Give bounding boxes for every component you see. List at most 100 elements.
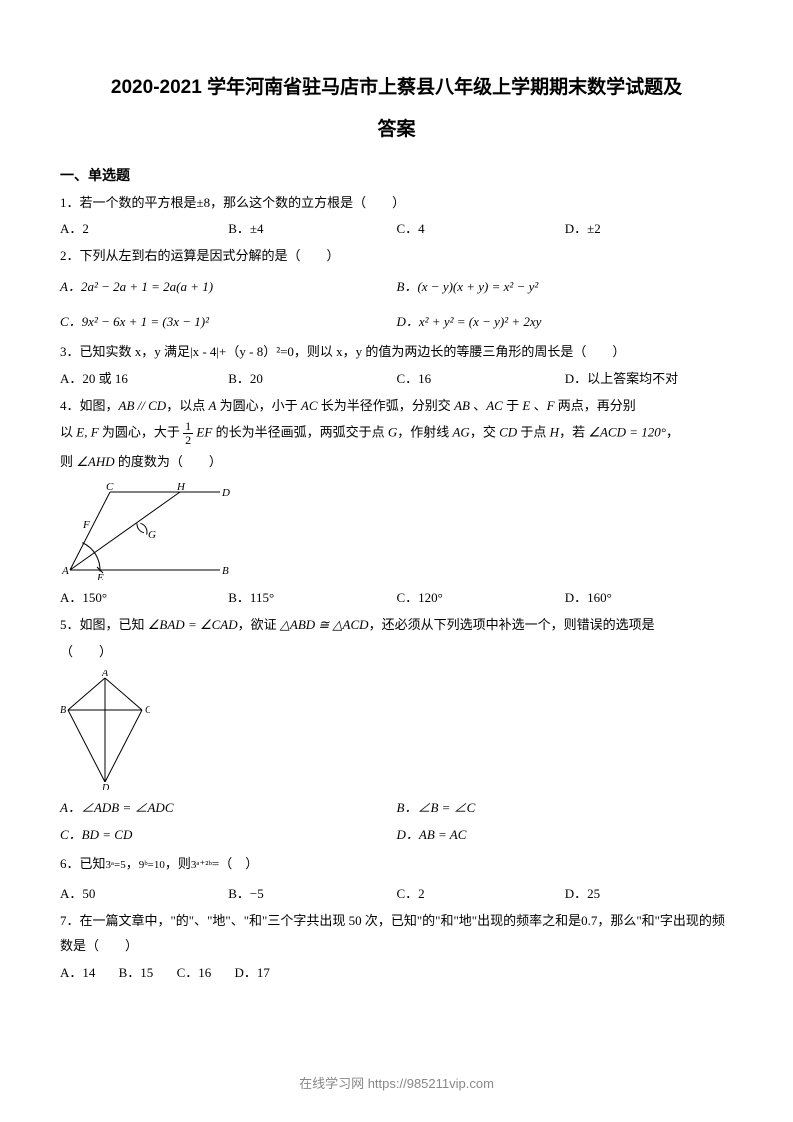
q4-EF: EF — [196, 425, 212, 440]
title-line-2: 答案 — [60, 112, 733, 148]
question-6-options: A．50 B．−5 C．2 D．25 — [60, 882, 733, 907]
q5-abd: △ABD ≅ △ACD — [280, 617, 369, 632]
q4-l1-h: 两点，再分别 — [555, 398, 636, 413]
svg-text:A: A — [101, 670, 109, 679]
q4-half-den: 2 — [183, 434, 193, 447]
q4-l2-c: 的长为半径画弧，两弧交于点 — [212, 425, 388, 440]
q1-opt-b: B．±4 — [228, 217, 396, 242]
q4-l2-e: ，交 — [470, 425, 499, 440]
q3-opt-c: C．16 — [397, 367, 565, 392]
q1-opt-c: C．4 — [397, 217, 565, 242]
q4-l1-g: 、 — [530, 398, 546, 413]
svg-text:C: C — [145, 705, 150, 716]
q4-l2-d: ，作射线 — [397, 425, 452, 440]
q6-b: ， — [126, 856, 139, 871]
svg-text:H: H — [176, 481, 186, 493]
q5-b: ，欲证 — [238, 617, 280, 632]
q5-opt-a-text: A．∠ADB = ∠ADC — [60, 800, 173, 815]
q4-opt-b: B．115° — [228, 586, 396, 611]
q5-opt-b: B．∠B = ∠C — [397, 796, 734, 821]
q6-opt-c: C．2 — [397, 882, 565, 907]
question-4-line2: 以 E, F 为圆心，大于 12 EF 的长为半径画弧，两弧交于点 G，作射线 … — [60, 420, 733, 447]
q4-diagram: ABCDEFGH — [60, 480, 733, 580]
q4-opt-d: D．160° — [565, 586, 733, 611]
q2-opt-a: A．2a² − 2a + 1 = 2a(a + 1) — [60, 275, 397, 300]
svg-text:B: B — [222, 565, 229, 577]
q2-opt-a-text: A．2a² − 2a + 1 = 2a(a + 1) — [60, 279, 213, 294]
q4-opt-a: A．150° — [60, 586, 228, 611]
q4-l2-h: ， — [666, 425, 679, 440]
question-6: 6．已知3ᵃ=5，9ᵇ=10，则3ᵃ⁺²ᵇ=（ ） — [60, 852, 733, 877]
q7-opt-c: C．16 — [177, 961, 212, 986]
q2-opt-d: D．x² + y² = (x − y)² + 2xy — [397, 310, 734, 335]
q3-opt-a: A．20 或 16 — [60, 367, 228, 392]
q6-e2: 9ᵇ=10 — [139, 859, 165, 871]
q4-H: H — [550, 425, 559, 440]
q4-half-frac: 12 — [183, 420, 193, 447]
q4-F: F — [547, 398, 555, 413]
q5-opt-a: A．∠ADB = ∠ADC — [60, 796, 397, 821]
q7-opt-d: D．17 — [234, 961, 269, 986]
q5-opt-b-text: B．∠B = ∠C — [397, 800, 476, 815]
question-4-line1: 4．如图，AB // CD，以点 A 为圆心，小于 AC 长为半径作弧，分别交 … — [60, 394, 733, 419]
q4-AC2: AC — [486, 398, 503, 413]
svg-text:A: A — [61, 565, 69, 577]
q5-c: ，还必须从下列选项中补选一个，则错误的选项是 — [369, 617, 655, 632]
svg-text:F: F — [82, 519, 90, 531]
svg-text:D: D — [221, 487, 230, 499]
question-2-options-cd: C．9x² − 6x + 1 = (3x − 1)² D．x² + y² = (… — [60, 310, 733, 335]
q4-l2-g: ，若 — [559, 425, 588, 440]
q5-opt-d-text: D．AB = AC — [397, 827, 467, 842]
question-4-line3: 则 ∠AHD 的度数为（ ） — [60, 450, 733, 475]
question-5-options-cd: C．BD = CD D．AB = AC — [60, 823, 733, 848]
question-3-options: A．20 或 16 B．20 C．16 D．以上答案均不对 — [60, 367, 733, 392]
q4-l1-e: 、 — [470, 398, 486, 413]
footer-watermark: 在线学习网 https://985211vip.com — [0, 1072, 793, 1097]
q2-opt-b-text: B．(x − y)(x + y) = x² − y² — [397, 279, 539, 294]
q3-opt-d: D．以上答案均不对 — [565, 367, 733, 392]
question-1: 1．若一个数的平方根是±8，那么这个数的立方根是（ ） — [60, 191, 733, 216]
q4-l1-b: ，以点 — [166, 398, 208, 413]
q5-opt-c-text: C．BD = CD — [60, 827, 132, 842]
q6-c: ，则 — [165, 856, 191, 871]
q4-l3-a: 则 — [60, 454, 76, 469]
q2-opt-c-text: C．9x² − 6x + 1 = (3x − 1)² — [60, 314, 209, 329]
q4-half-num: 1 — [183, 420, 193, 434]
q6-e1: 3ᵃ=5 — [106, 859, 126, 871]
question-1-options: A．2 B．±4 C．4 D．±2 — [60, 217, 733, 242]
q4-l2-b: 为圆心，大于 — [99, 425, 184, 440]
q5-bad: ∠BAD = ∠CAD — [148, 617, 238, 632]
q6-e3: 3ᵃ⁺²ᵇ — [191, 859, 212, 871]
q4-ACD: ∠ACD = 120° — [588, 425, 666, 440]
q4-G: G — [388, 425, 397, 440]
question-7: 7．在一篇文章中，"的"、"地"、"和"三个字共出现 50 次，已知"的"和"地… — [60, 909, 733, 958]
q4-opt-c: C．120° — [397, 586, 565, 611]
q2-opt-c: C．9x² − 6x + 1 = (3x − 1)² — [60, 310, 397, 335]
svg-text:B: B — [60, 705, 66, 716]
q1-opt-a: A．2 — [60, 217, 228, 242]
q4-l1-d: 长为半径作弧，分别交 — [318, 398, 455, 413]
q4-l1-a: 4．如图， — [60, 398, 119, 413]
q5-diagram: A B C D — [60, 670, 733, 790]
question-5: 5．如图，已知 ∠BAD = ∠CAD，欲证 △ABD ≅ △ACD，还必须从下… — [60, 613, 733, 638]
q2-opt-d-text: D．x² + y² = (x − y)² + 2xy — [397, 314, 542, 329]
q7-opt-a: A．14 — [60, 961, 95, 986]
q4-EFpair: E, F — [76, 425, 98, 440]
svg-text:C: C — [106, 481, 114, 493]
q3-opt-b: B．20 — [228, 367, 396, 392]
q7-opt-b: B．15 — [119, 961, 154, 986]
svg-text:D: D — [101, 783, 110, 790]
q2-opt-b: B．(x − y)(x + y) = x² − y² — [397, 275, 734, 300]
q6-d: =（ ） — [212, 856, 258, 871]
q4-CD: CD — [499, 425, 517, 440]
q6-opt-b: B．−5 — [228, 882, 396, 907]
q4-l1-f: 于 — [503, 398, 523, 413]
q4-AB: AB — [454, 398, 470, 413]
q6-a: 6．已知 — [60, 856, 106, 871]
q5-a: 5．如图，已知 — [60, 617, 148, 632]
q4-l2-a: 以 — [60, 425, 76, 440]
q4-l3-b: 的度数为（ ） — [115, 454, 222, 469]
question-5-options-ab: A．∠ADB = ∠ADC B．∠B = ∠C — [60, 796, 733, 821]
question-7-options: A．14 B．15 C．16 D．17 — [60, 961, 733, 986]
q6-opt-a: A．50 — [60, 882, 228, 907]
